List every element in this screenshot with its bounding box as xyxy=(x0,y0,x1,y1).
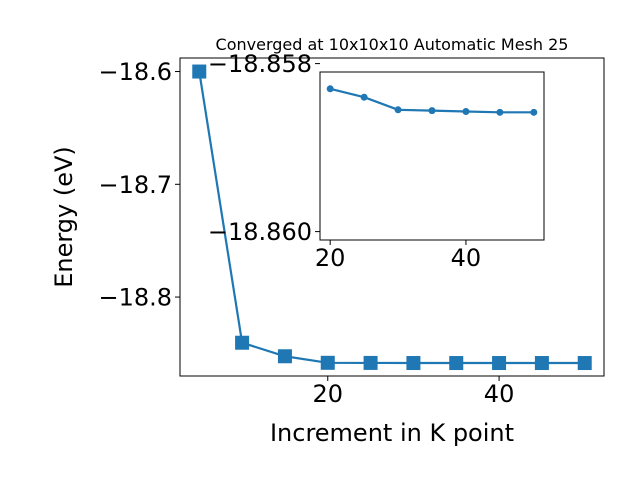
inset-data-point xyxy=(496,108,504,116)
inset-data-point xyxy=(462,107,470,115)
inset-plot: 20 40 −18.860 −18.858 xyxy=(208,50,545,272)
main-data-point xyxy=(492,356,507,371)
main-data-point xyxy=(449,356,464,371)
main-series-line xyxy=(198,71,585,365)
inset-data-point xyxy=(428,107,436,115)
main-data-point xyxy=(192,64,207,79)
inset-y-tick-label: −18.858 xyxy=(208,50,312,78)
main-data-point xyxy=(534,356,549,371)
main-y-tick-label: −18.7 xyxy=(98,171,172,199)
main-data-point xyxy=(277,349,292,364)
main-x-axis-label: Increment in K point xyxy=(270,419,514,447)
inset-x-tick-label: 20 xyxy=(315,244,346,272)
inset-y-tick-label: −18.860 xyxy=(208,218,312,246)
inset-data-point xyxy=(530,108,538,116)
main-y-tick-label: −18.8 xyxy=(98,284,172,312)
inset-data-point xyxy=(394,106,402,114)
main-y-axis-label: Energy (eV) xyxy=(50,146,78,288)
main-data-point xyxy=(235,335,250,350)
main-y-tick-label: −18.6 xyxy=(98,58,172,86)
main-x-tick-label: 20 xyxy=(312,380,343,408)
main-data-point xyxy=(320,355,335,370)
inset-frame xyxy=(319,71,545,241)
main-x-tick-label: 40 xyxy=(484,380,515,408)
inset-data-point xyxy=(360,93,368,101)
inset-data-point xyxy=(326,85,334,93)
main-data-point xyxy=(577,356,592,371)
main-data-point xyxy=(363,355,378,370)
inset-x-tick-label: 40 xyxy=(451,244,482,272)
main-data-point xyxy=(406,356,421,371)
main-title: Converged at 10x10x10 Automatic Mesh 25 xyxy=(216,35,569,54)
